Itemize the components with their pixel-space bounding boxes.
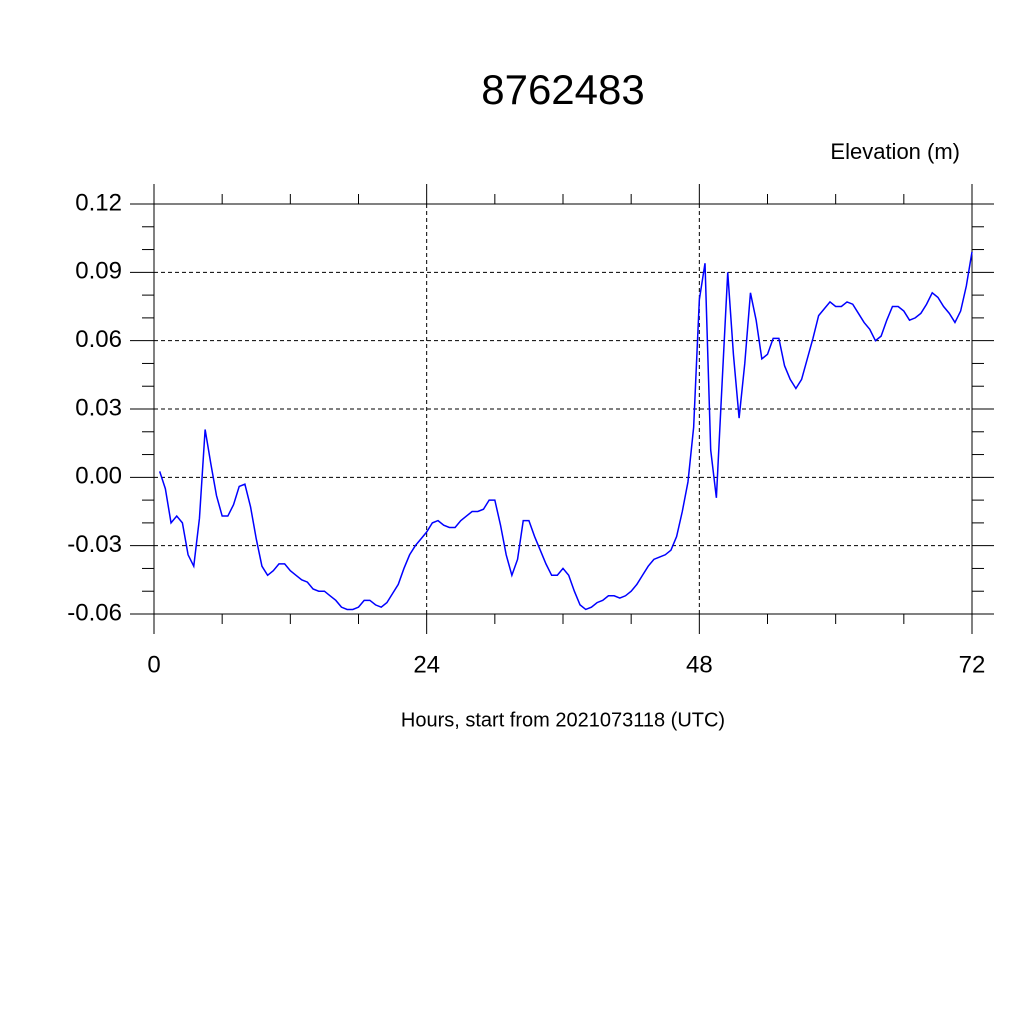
x-axis-label: Hours, start from 2021073118 (UTC) (401, 709, 725, 731)
y-tick-label: -0.06 (67, 599, 122, 626)
x-tick-label: 0 (147, 651, 160, 678)
y-tick-label: 0.00 (75, 463, 122, 490)
y-tick-label: 0.03 (75, 394, 122, 421)
y-axis-label: Elevation (m) (830, 139, 960, 164)
y-tick-label: -0.03 (67, 531, 122, 558)
x-tick-label: 48 (686, 651, 713, 678)
y-tick-label: 0.12 (75, 189, 122, 216)
chart-title: 8762483 (481, 66, 645, 113)
x-tick-label: 72 (959, 651, 986, 678)
y-tick-label: 0.06 (75, 326, 122, 353)
plot-frame (153, 203, 973, 615)
data-line (158, 251, 973, 611)
x-tick-label: 24 (413, 651, 440, 678)
y-tick-label: 0.09 (75, 258, 122, 285)
